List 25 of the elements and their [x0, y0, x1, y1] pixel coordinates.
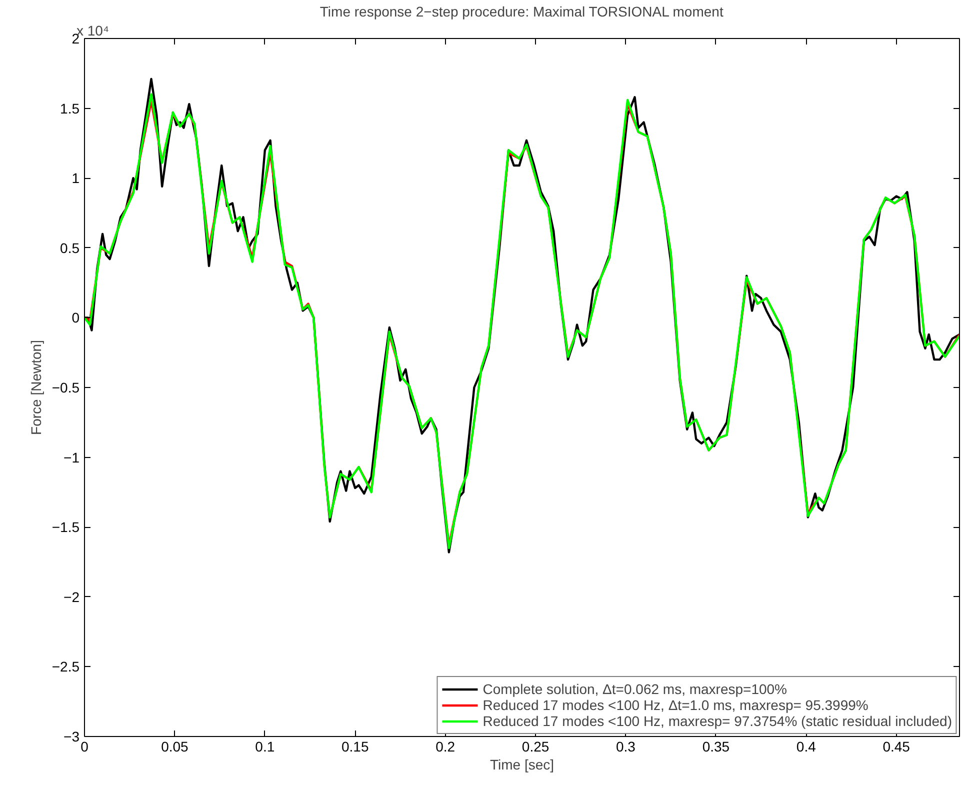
x-tick-label: 0.2: [436, 738, 456, 754]
legend-label: Reduced 17 modes <100 Hz, Δt=1.0 ms, maxresp= 95.3999%: [482, 697, 868, 713]
y-tick-label: −2: [64, 588, 80, 605]
legend-label: Complete solution, Δt=0.062 ms, maxresp=100%: [482, 681, 788, 697]
y-tick-label: 1: [72, 170, 80, 186]
y-axis-title: Force [Newton]: [28, 340, 44, 435]
y-tick-label: 0.5: [60, 240, 80, 256]
x-tick-label: 0.3: [616, 738, 636, 754]
x-tick-label: 0.35: [702, 738, 730, 754]
y-tick-label: −1.5: [52, 519, 80, 536]
x-tick-label: 0.45: [882, 738, 910, 754]
legend-label: Reduced 17 modes <100 Hz, maxresp= 97.3754% (static residual included): [482, 713, 952, 729]
y-tick-label: −3: [64, 728, 80, 744]
x-tick-label: 0.05: [161, 738, 189, 754]
x-tick-label: 0.1: [255, 738, 275, 754]
x-tick-label: 0.25: [522, 738, 550, 754]
y-tick-label: −0.5: [52, 380, 80, 396]
y-tick-label: −2.5: [52, 658, 80, 675]
y-tick-label: −1: [64, 449, 80, 466]
y-tick-label: 1.5: [60, 100, 80, 116]
chart-title: Time response 2−step procedure: Maximal TORSIONAL moment: [320, 4, 724, 20]
x-axis-title: Time [sec]: [490, 756, 554, 772]
x-tick-label: 0.4: [796, 738, 816, 754]
x-tick-label: 0.15: [341, 738, 369, 754]
y-tick-label: 0: [72, 310, 80, 326]
